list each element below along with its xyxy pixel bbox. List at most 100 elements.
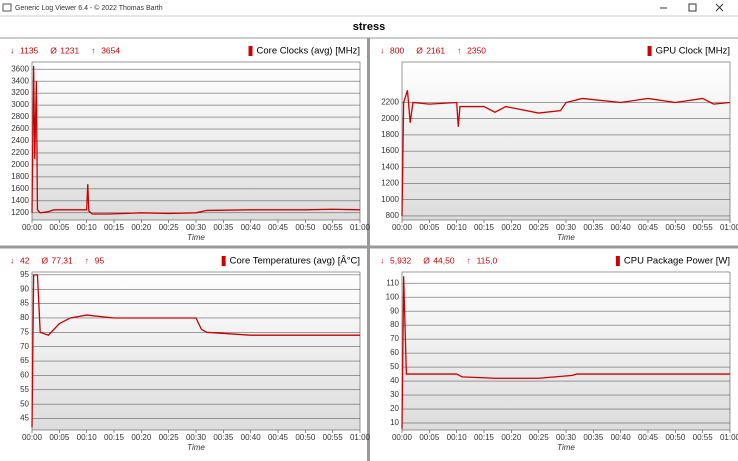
x-tick-label: 00:00 xyxy=(392,223,413,232)
x-axis-label: Time xyxy=(187,443,205,452)
x-tick-label: 00:55 xyxy=(323,433,344,442)
y-tick-label: 1600 xyxy=(11,184,29,193)
data-line xyxy=(31,274,360,428)
title-bar xyxy=(0,0,738,16)
stat-icon: ↓ xyxy=(10,45,14,55)
x-tick-label: 00:35 xyxy=(583,433,604,442)
stat-value: 77,31 xyxy=(51,255,73,265)
x-tick-label: 00:45 xyxy=(268,433,289,442)
x-tick-label: 00:20 xyxy=(131,433,152,442)
x-tick-label: 00:20 xyxy=(131,223,152,232)
close-button[interactable] xyxy=(715,3,724,12)
x-tick-label: 00:00 xyxy=(22,433,43,442)
x-tick-label: 00:15 xyxy=(104,433,125,442)
data-line xyxy=(401,90,731,216)
x-tick-label: 00:45 xyxy=(268,223,289,232)
stat-value: 44,50 xyxy=(433,255,455,265)
stat-icon: ↑ xyxy=(467,255,471,265)
y-tick-label: 40 xyxy=(390,376,399,385)
y-tick-label: 1800 xyxy=(11,172,29,181)
legend-label: GPU Clock [MHz] xyxy=(656,46,730,57)
stat-value: 1135 xyxy=(20,45,39,55)
window-title: Generic Log Viewer 6.4 - © 2022 Thomas B… xyxy=(15,4,163,12)
y-tick-label: 85 xyxy=(20,299,29,308)
y-tick-label: 2000 xyxy=(11,160,29,169)
x-tick-label: 01:00 xyxy=(720,433,738,442)
x-tick-label: 00:40 xyxy=(611,223,632,232)
x-tick-label: 00:35 xyxy=(213,433,234,442)
legend-label: Core Clocks (avg) [MHz] xyxy=(257,46,360,57)
y-tick-label: 2200 xyxy=(11,148,29,157)
x-tick-label: 00:45 xyxy=(638,433,659,442)
y-tick-label: 2600 xyxy=(11,124,29,133)
legend-swatch xyxy=(221,256,226,266)
x-tick-label: 00:40 xyxy=(241,433,262,442)
y-tick-label: 3400 xyxy=(11,76,29,85)
x-tick-label: 00:30 xyxy=(556,433,577,442)
x-tick-label: 01:00 xyxy=(350,223,371,232)
data-line xyxy=(31,65,361,215)
x-tick-label: 00:10 xyxy=(447,433,468,442)
stat-icon: ↑ xyxy=(85,255,89,265)
x-axis-label: Time xyxy=(557,443,575,452)
x-tick-label: 00:40 xyxy=(241,223,262,232)
stat-value: 2350 xyxy=(467,45,486,55)
stat-icon: ↓ xyxy=(380,255,384,265)
stat-value: 5,932 xyxy=(390,255,412,265)
x-tick-label: 00:15 xyxy=(104,223,125,232)
x-tick-label: 00:25 xyxy=(529,223,550,232)
stat-value: 1231 xyxy=(60,45,79,55)
y-tick-label: 1000 xyxy=(381,195,399,204)
stat-icon: Ø xyxy=(41,255,48,265)
y-tick-label: 1400 xyxy=(381,162,399,171)
stat-value: 2161 xyxy=(426,45,445,55)
chart-panel: ↓ 1135 Ø 1231 ↑ 3654 Core Clocks (avg) [MHz] 12… xyxy=(10,45,371,242)
page-title: stress xyxy=(353,21,385,33)
y-tick-label: 95 xyxy=(20,270,29,279)
y-tick-label: 1600 xyxy=(381,146,399,155)
plot-area xyxy=(31,271,361,431)
y-tick-label: 2000 xyxy=(381,114,399,123)
stat-value: 800 xyxy=(390,45,404,55)
y-tick-label: 75 xyxy=(20,327,29,336)
y-tick-label: 70 xyxy=(390,334,399,343)
x-tick-label: 00:05 xyxy=(419,433,440,442)
x-tick-label: 00:05 xyxy=(49,433,70,442)
x-tick-label: 00:55 xyxy=(323,223,344,232)
y-tick-label: 2400 xyxy=(11,136,29,145)
y-tick-label: 60 xyxy=(390,348,399,357)
x-tick-label: 00:25 xyxy=(159,223,180,232)
x-tick-label: 00:50 xyxy=(295,433,316,442)
x-tick-label: 00:10 xyxy=(77,433,98,442)
chart-panel: ↓ 5,932 Ø 44,50 ↑ 115,0 CPU Package Power [W] 1… xyxy=(380,255,738,452)
x-tick-label: 00:55 xyxy=(693,223,714,232)
legend-swatch xyxy=(647,46,652,56)
x-axis-label: Time xyxy=(187,233,205,242)
y-tick-label: 50 xyxy=(20,399,29,408)
x-axis-label: Time xyxy=(557,233,575,242)
x-tick-label: 01:00 xyxy=(350,433,371,442)
y-tick-label: 70 xyxy=(20,342,29,351)
y-tick-label: 20 xyxy=(390,404,399,413)
y-tick-label: 90 xyxy=(20,284,29,293)
y-tick-label: 30 xyxy=(390,390,399,399)
x-tick-label: 00:35 xyxy=(583,223,604,232)
y-tick-label: 10 xyxy=(390,418,399,427)
y-tick-label: 50 xyxy=(390,362,399,371)
y-tick-label: 3000 xyxy=(11,100,29,109)
y-tick-label: 3600 xyxy=(11,64,29,73)
x-tick-label: 00:20 xyxy=(501,433,522,442)
data-line xyxy=(401,276,730,429)
y-tick-label: 110 xyxy=(386,278,399,287)
maximize-button[interactable] xyxy=(688,3,697,12)
y-tick-label: 90 xyxy=(390,306,399,315)
legend-swatch xyxy=(248,46,253,56)
x-tick-label: 00:20 xyxy=(501,223,522,232)
stat-icon: ↓ xyxy=(10,255,14,265)
y-tick-label: 2200 xyxy=(381,98,399,107)
x-tick-label: 00:50 xyxy=(665,433,686,442)
stat-icon: Ø xyxy=(416,45,423,55)
y-tick-label: 55 xyxy=(20,385,29,394)
x-tick-label: 01:00 xyxy=(720,223,738,232)
